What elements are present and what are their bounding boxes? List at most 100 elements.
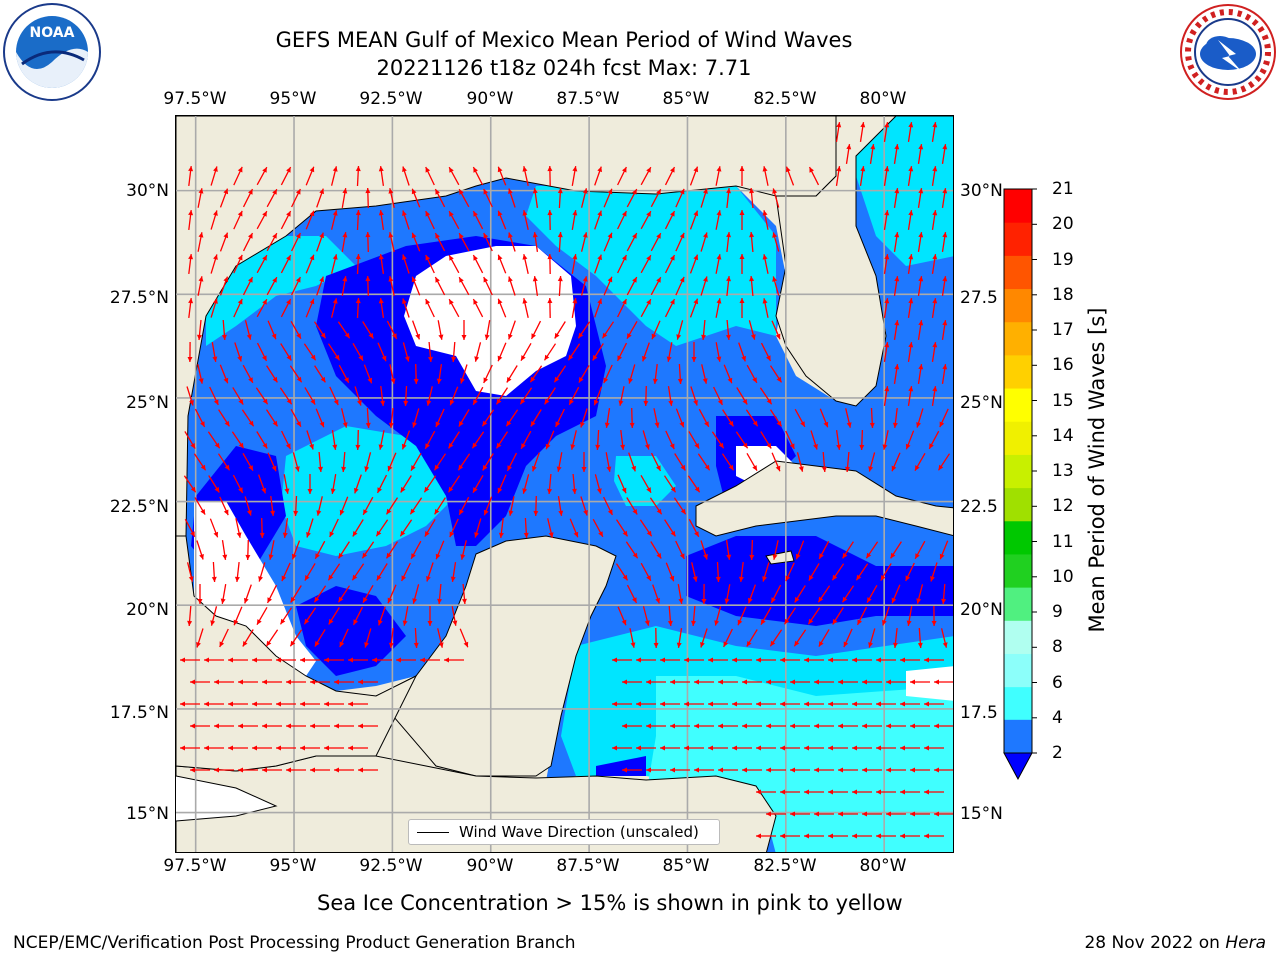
lat-label-right: 20°N xyxy=(960,600,1003,620)
sea-cyan-nw xyxy=(206,236,356,346)
wind-arrow-head xyxy=(237,166,243,173)
colorbar-band xyxy=(1004,288,1032,323)
wind-arrow-head xyxy=(676,334,682,340)
wind-arrow-head xyxy=(762,254,768,260)
wind-arrow-head xyxy=(632,277,637,283)
wind-arrow-head xyxy=(852,701,857,707)
wind-arrow-head xyxy=(622,255,627,261)
wind-arrow-head xyxy=(727,377,733,384)
wind-arrow-head xyxy=(424,531,430,537)
wind-arrow-head xyxy=(365,276,371,282)
wind-arrow-head xyxy=(328,618,334,625)
wind-arrow-head xyxy=(319,421,325,428)
wind-arrow-head xyxy=(884,166,890,172)
wind-arrow-head xyxy=(309,298,315,305)
wind-arrow-head xyxy=(286,767,291,773)
wind-arrow-head xyxy=(459,189,464,195)
wind-arrow-head xyxy=(319,276,324,283)
wind-arrow-head xyxy=(557,232,563,238)
wind-arrow-head xyxy=(808,575,814,581)
wind-arrow-head xyxy=(482,420,488,427)
wind-arrow-head xyxy=(891,465,897,472)
wind-arrow-head xyxy=(342,276,348,282)
wind-arrow-head xyxy=(411,276,417,283)
wind-arrow-head xyxy=(852,833,857,839)
wind-arrow-head xyxy=(884,210,890,216)
wind-arrow-head xyxy=(627,333,632,339)
wind-arrow-head xyxy=(532,276,538,282)
wind-arrow-head xyxy=(621,619,627,626)
wind-arrow-head xyxy=(281,575,287,582)
colorbar-band xyxy=(1004,454,1032,489)
wind-arrow-head xyxy=(684,657,689,663)
wind-arrow-head xyxy=(716,166,722,172)
wind-arrow-head xyxy=(204,745,209,751)
wind-arrow-head xyxy=(378,298,384,304)
wind-arrow-head xyxy=(693,166,699,173)
wind-arrow-head xyxy=(900,745,905,751)
wind-arrow-head xyxy=(236,532,242,538)
wind-arrow-head xyxy=(708,657,713,663)
wind-arrow-head xyxy=(328,574,334,581)
wind-arrow-head xyxy=(622,574,628,581)
wind-arrow-head xyxy=(198,276,204,282)
wind-arrow-head xyxy=(521,355,526,361)
wind-arrow-head xyxy=(212,356,218,362)
wind-arrow-head xyxy=(461,335,467,340)
wind-arrow-head xyxy=(248,377,253,383)
wind-arrow-head xyxy=(772,276,778,282)
wind-arrow-head xyxy=(766,355,771,361)
wind-arrow-head xyxy=(823,421,829,428)
colorbar-tick-label: 18 xyxy=(1052,284,1074,305)
colorbar-tick-label: 19 xyxy=(1052,249,1074,270)
wind-arrow-head xyxy=(228,745,233,751)
wind-arrow-head xyxy=(396,657,401,663)
wind-arrow-head xyxy=(238,442,244,449)
wind-arrow-head xyxy=(223,232,229,239)
wind-arrow-head xyxy=(324,701,329,707)
lat-label-right: 25°N xyxy=(960,393,1003,413)
wind-arrow-head xyxy=(247,510,252,516)
wind-arrow-head xyxy=(258,576,263,582)
lat-label-left: 27.5°N xyxy=(109,288,169,308)
wind-arrow-head xyxy=(363,509,368,515)
wind-arrow-head xyxy=(530,421,536,427)
wind-arrow-head xyxy=(310,723,315,729)
wind-arrow-head xyxy=(622,679,627,685)
wind-arrow-head xyxy=(448,442,454,449)
wind-arrow-head xyxy=(449,211,454,217)
wind-arrow-head xyxy=(400,486,406,493)
wind-arrow-head xyxy=(597,166,602,173)
wind-arrow-head xyxy=(859,444,865,450)
wind-arrow-head xyxy=(596,488,602,494)
wind-arrow-head xyxy=(290,596,296,603)
wind-arrow-head xyxy=(451,356,457,362)
wind-arrow-head xyxy=(548,532,554,538)
wind-arrow-head xyxy=(703,276,708,282)
wind-arrow-head xyxy=(694,531,699,537)
colorbar-tick-label: 16 xyxy=(1052,355,1074,376)
wind-arrow-head xyxy=(748,597,753,604)
wind-arrow-head xyxy=(818,641,824,647)
colorbar-tick-label: 12 xyxy=(1052,496,1074,517)
wind-arrow-head xyxy=(427,621,433,626)
lon-label-top: 82.5°W xyxy=(753,89,817,109)
wind-arrow-head xyxy=(219,641,225,647)
wind-arrow-head xyxy=(344,377,349,383)
wind-arrow-head xyxy=(756,657,761,663)
wind-arrow-head xyxy=(267,597,272,603)
lon-label-bottom: 80°W xyxy=(859,856,907,876)
wind-arrow-head xyxy=(726,188,731,194)
map-subtitle: 20221126 t18z 024h fcst Max: 7.71 xyxy=(376,56,752,80)
wind-arrow-head xyxy=(334,723,339,729)
wind-arrow-head xyxy=(238,399,244,405)
wind-arrow-head xyxy=(918,276,924,282)
wind-arrow-head xyxy=(679,553,685,559)
colorbar-band xyxy=(1004,487,1032,522)
wind-arrow-head xyxy=(270,510,276,516)
wind-arrow-head xyxy=(876,745,881,751)
colorbar-band xyxy=(1004,421,1032,455)
wind-arrow-head xyxy=(282,532,288,538)
wind-arrow-head xyxy=(569,399,574,405)
wind-arrow-head xyxy=(332,254,338,260)
